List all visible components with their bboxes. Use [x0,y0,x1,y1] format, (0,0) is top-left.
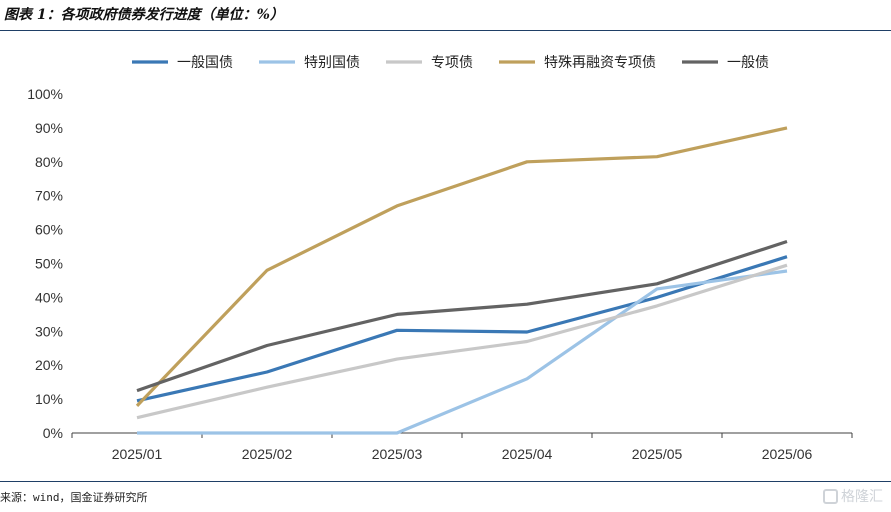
y-tick-label: 70% [35,188,63,204]
chart-legend: 一般国债 特别国债 专项债 特殊再融资专项债 一般债 [132,55,769,71]
y-tick-label: 50% [35,256,63,272]
y-tick-label: 10% [35,391,63,407]
series-line-1 [136,255,788,403]
figure-title: 图表 1：各项政府债券发行进度（单位：%） [4,7,284,23]
y-tick-label: 60% [35,222,63,238]
series-line-4 [135,126,788,408]
y-tick-label: 30% [35,323,63,339]
y-axis: 0% 10% 20% 30% 40% 50% 60% 70% 80% 90% 100% [27,86,63,441]
title-divider [0,30,891,31]
x-tick-label: 2025/01 [112,446,163,462]
source-note: 来源：wind，国金证券研究所 [0,491,148,504]
series-line-2 [137,269,788,435]
source-divider [0,481,891,482]
y-tick-label: 90% [35,120,63,136]
x-tick-label: 2025/06 [762,446,813,462]
x-axis: 2025/01 2025/02 2025/03 2025/04 2025/05 2025/… [71,432,853,462]
x-tick-label: 2025/03 [372,446,423,462]
series-line-5 [136,239,788,393]
legend-label: 专项债 [431,55,473,71]
y-tick-label: 40% [35,289,63,305]
legend-label: 一般债 [727,55,769,71]
legend-label: 一般国债 [177,55,233,71]
legend-label: 特殊再融资专项债 [544,55,656,71]
y-tick-label: 20% [35,357,63,373]
series-line-3 [136,263,788,420]
watermark: 格隆汇 [823,486,883,506]
legend-label: 特别国债 [304,55,360,71]
line-chart: 一般国债 特别国债 专项债 特殊再融资专项债 一般债 0% 10% 20% 30% 40% 50%… [27,55,853,462]
y-tick-label: 0% [43,425,63,441]
y-tick-label: 100% [27,86,63,102]
x-tick-label: 2025/04 [502,446,553,462]
y-tick-label: 80% [35,154,63,170]
x-tick-label: 2025/02 [242,446,293,462]
watermark-text: 格隆汇 [841,489,883,505]
plot-area [135,126,788,435]
watermark-logo-icon [823,488,838,504]
x-tick-label: 2025/05 [632,446,683,462]
